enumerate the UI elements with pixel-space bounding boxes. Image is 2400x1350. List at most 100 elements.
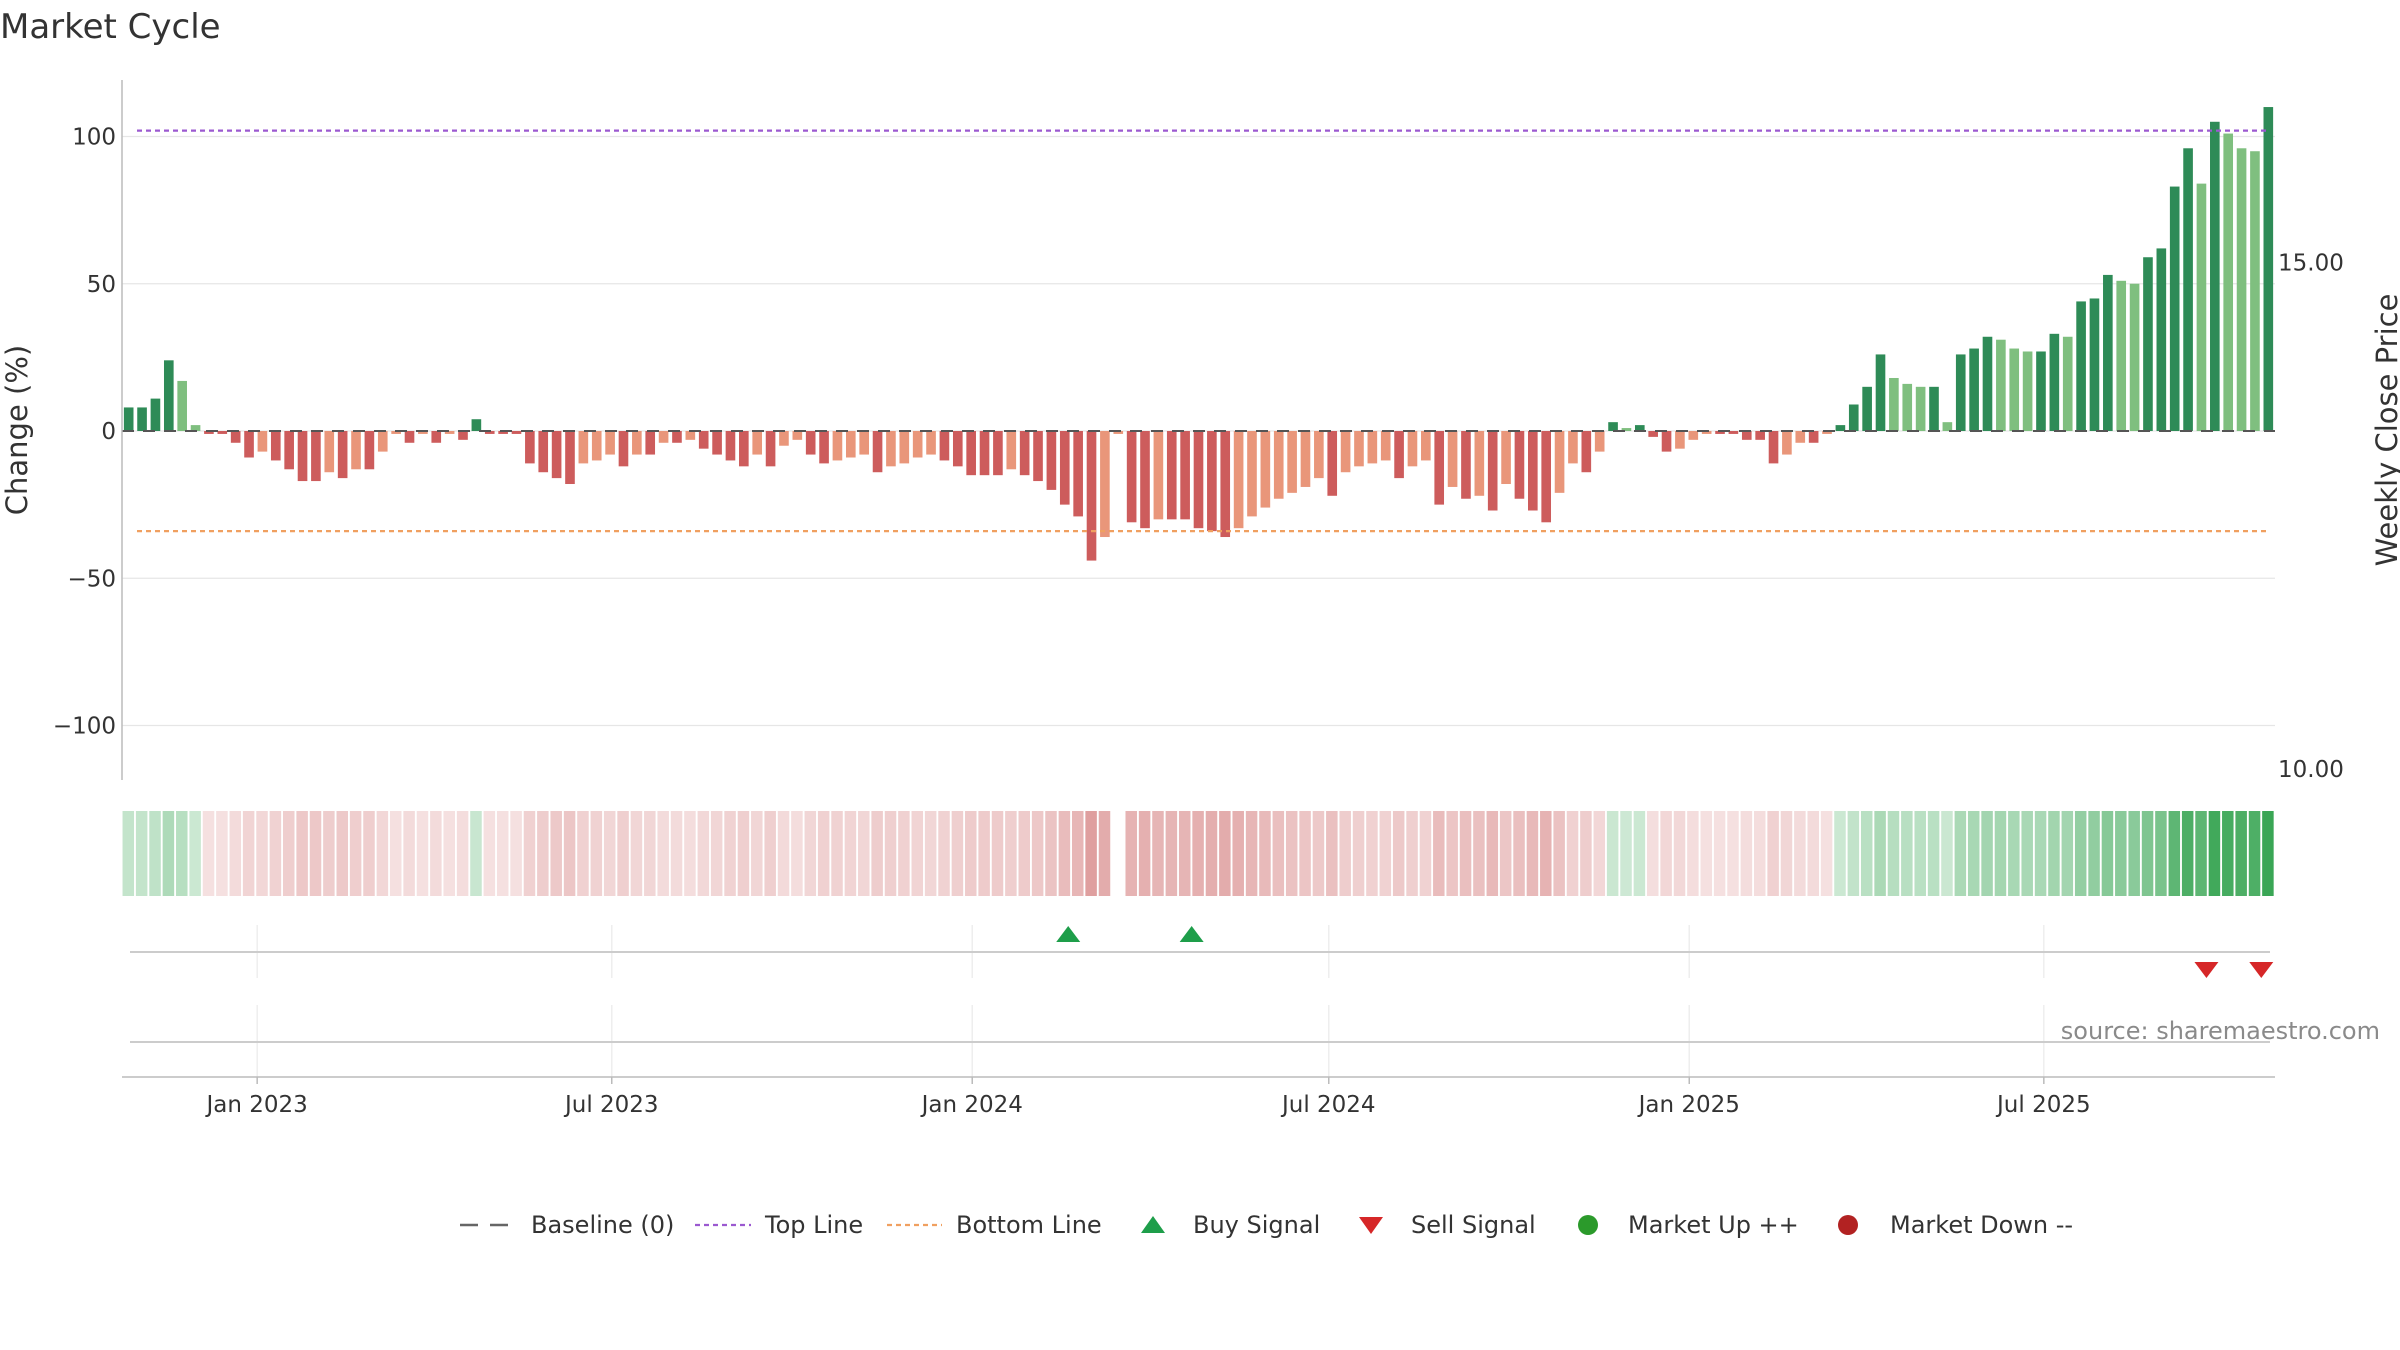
momentum-cell bbox=[1606, 811, 1619, 896]
change-bar bbox=[912, 431, 923, 458]
change-bar bbox=[1808, 431, 1819, 443]
momentum-cell bbox=[2048, 811, 2060, 896]
chart-title: Market Cycle bbox=[0, 7, 221, 47]
change-bar bbox=[779, 431, 789, 446]
momentum-cell bbox=[724, 811, 736, 896]
momentum-cell bbox=[764, 811, 776, 896]
momentum-cell bbox=[697, 811, 710, 896]
momentum-cell bbox=[189, 811, 201, 896]
momentum-cell bbox=[269, 811, 282, 896]
change-bar bbox=[431, 431, 442, 443]
momentum-cell bbox=[777, 811, 790, 896]
change-bar bbox=[270, 431, 281, 461]
momentum-cell bbox=[657, 811, 669, 896]
momentum-cell bbox=[1513, 811, 1525, 896]
change-bar bbox=[190, 425, 201, 431]
change-bar bbox=[1300, 431, 1311, 487]
change-bar bbox=[1902, 383, 1913, 431]
momentum-cell bbox=[644, 811, 656, 896]
momentum-cell bbox=[1366, 811, 1378, 896]
momentum-cell bbox=[2141, 811, 2154, 896]
legend: Baseline (0) Top Line Bottom Line Buy Signa… bbox=[460, 1211, 2073, 1239]
momentum-cell bbox=[1071, 811, 1084, 896]
change-bar bbox=[498, 431, 508, 434]
y-tick-label: 50 bbox=[87, 272, 116, 298]
x-tick-label: Jan 2024 bbox=[920, 1092, 1023, 1118]
change-bar bbox=[1822, 431, 1832, 434]
momentum-cell bbox=[791, 811, 803, 896]
momentum-cell bbox=[1874, 811, 1886, 896]
legend-market-up: Market Up ++ bbox=[1578, 1211, 1799, 1239]
change-bar bbox=[2022, 351, 2033, 431]
momentum-cell bbox=[1887, 811, 1900, 896]
y2-tick-label: 10.00 bbox=[2278, 757, 2344, 783]
momentum-cell bbox=[1259, 811, 1271, 896]
momentum-cell bbox=[1085, 811, 1097, 896]
momentum-cell bbox=[389, 811, 402, 896]
momentum-cell bbox=[1633, 811, 1646, 896]
change-bar bbox=[2036, 351, 2046, 431]
momentum-cell bbox=[563, 811, 576, 896]
change-bar bbox=[2089, 298, 2100, 431]
change-bar bbox=[1287, 431, 1297, 493]
momentum-cell bbox=[1005, 811, 1017, 896]
change-bar bbox=[1862, 386, 1872, 431]
momentum-cell bbox=[1165, 811, 1178, 896]
momentum-cell bbox=[2181, 811, 2194, 896]
legend-label: Sell Signal bbox=[1411, 1211, 1536, 1239]
change-bar bbox=[1929, 386, 1939, 431]
momentum-cell bbox=[456, 811, 469, 896]
momentum-cell bbox=[1138, 811, 1151, 896]
legend-label: Market Up ++ bbox=[1628, 1211, 1799, 1239]
change-bar bbox=[2129, 283, 2140, 431]
momentum-cell bbox=[149, 811, 161, 896]
momentum-cell bbox=[1647, 811, 1659, 896]
momentum-cell bbox=[1152, 811, 1164, 896]
momentum-cell bbox=[858, 811, 870, 896]
momentum-cell bbox=[1285, 811, 1298, 896]
change-bar bbox=[1166, 431, 1177, 520]
change-bar bbox=[1233, 431, 1244, 529]
change-bar bbox=[725, 431, 736, 461]
momentum-cell bbox=[884, 811, 897, 896]
momentum-cell bbox=[216, 811, 228, 896]
momentum-cell bbox=[1820, 811, 1833, 896]
momentum-cell bbox=[1219, 811, 1231, 896]
change-bar bbox=[926, 431, 936, 455]
momentum-cell bbox=[965, 811, 977, 896]
momentum-cell bbox=[2074, 811, 2087, 896]
momentum-cell bbox=[2021, 811, 2033, 896]
change-bar bbox=[244, 431, 254, 458]
change-bar bbox=[872, 431, 883, 473]
change-bar bbox=[578, 431, 589, 464]
momentum-cell bbox=[2155, 811, 2167, 896]
momentum-cell bbox=[1687, 811, 1699, 896]
change-bar bbox=[1260, 431, 1271, 508]
change-bar bbox=[1996, 339, 2006, 431]
change-bar bbox=[2210, 121, 2220, 432]
change-bar bbox=[1394, 431, 1404, 479]
change-bar bbox=[297, 431, 308, 482]
momentum-cell bbox=[577, 811, 589, 896]
change-bar bbox=[1086, 431, 1097, 561]
change-bar bbox=[672, 431, 682, 443]
momentum-cell bbox=[1299, 811, 1311, 896]
momentum-cell bbox=[550, 811, 562, 896]
change-bar bbox=[377, 431, 388, 452]
momentum-cell bbox=[229, 811, 242, 896]
change-bar bbox=[2156, 248, 2167, 431]
y-tick-label: −50 bbox=[67, 566, 116, 592]
momentum-cell bbox=[804, 811, 817, 896]
legend-sell-signal: Sell Signal bbox=[1359, 1211, 1536, 1239]
momentum-cell bbox=[871, 811, 883, 896]
momentum-cell bbox=[349, 811, 362, 896]
x-tick-label: Jan 2025 bbox=[1637, 1092, 1740, 1118]
change-bar bbox=[966, 431, 976, 476]
change-bar bbox=[952, 431, 963, 467]
momentum-cell bbox=[951, 811, 964, 896]
change-bar bbox=[939, 431, 950, 461]
change-bar bbox=[1461, 431, 1471, 499]
change-bar bbox=[632, 431, 642, 455]
change-bar bbox=[565, 431, 575, 485]
change-bar bbox=[525, 431, 535, 464]
